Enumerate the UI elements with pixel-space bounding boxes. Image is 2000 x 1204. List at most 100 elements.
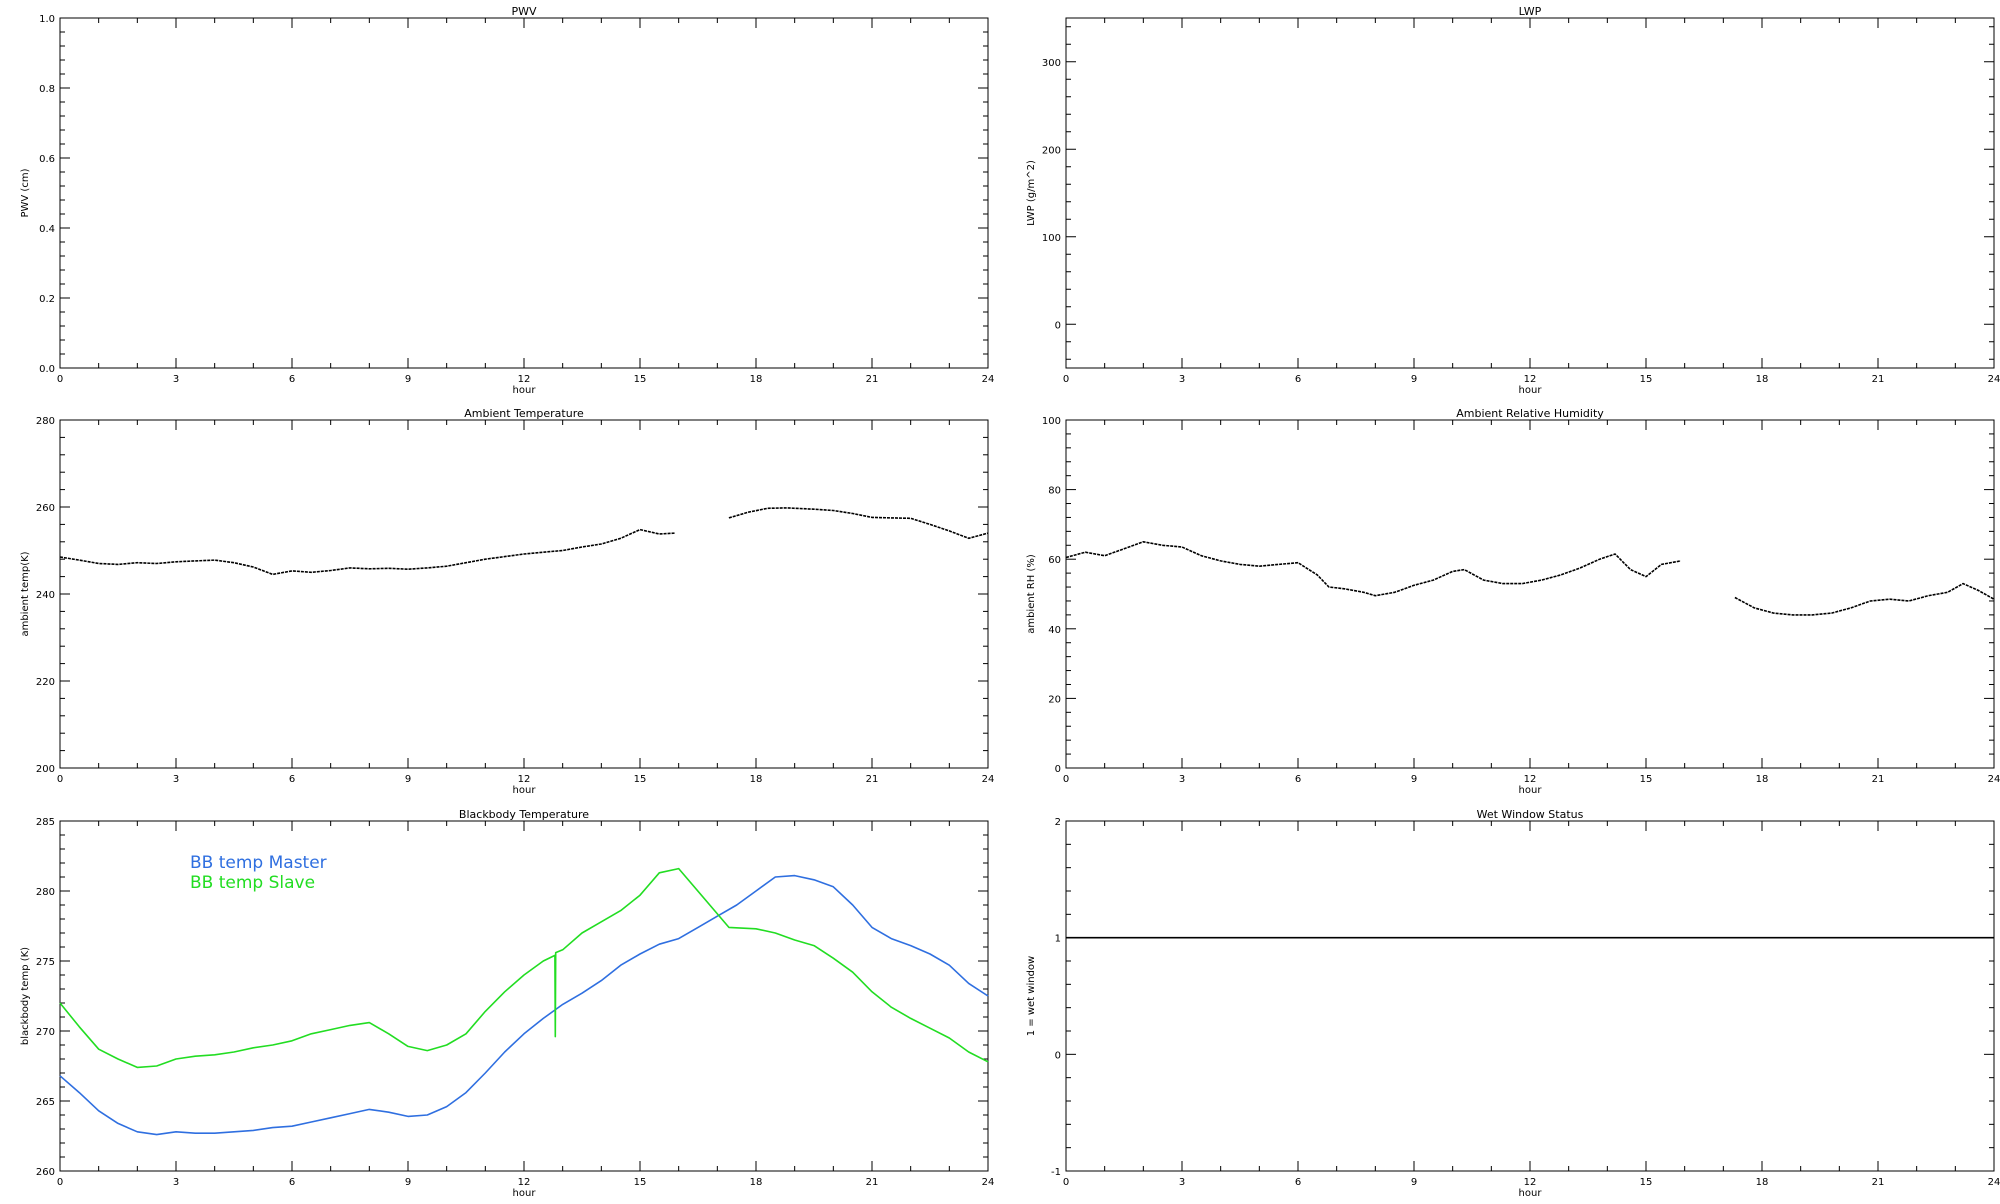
- legend-entry: BB temp Master: [190, 853, 327, 873]
- x-tick-label: 12: [1524, 774, 1537, 785]
- x-tick-label: 6: [289, 1177, 295, 1188]
- x-tick-label: 15: [634, 1177, 647, 1188]
- plot-frame: [1065, 820, 1995, 1172]
- y-tick-label: 200: [1042, 145, 1061, 156]
- series-line-0: [59, 507, 989, 576]
- x-tick-label: 3: [173, 374, 179, 385]
- y-tick-label: 300: [1042, 58, 1061, 69]
- x-tick-label: 6: [1295, 374, 1301, 385]
- x-tick-label: 15: [1640, 774, 1653, 785]
- y-tick-label: 270: [36, 1027, 55, 1038]
- y-tick-label: 285: [36, 817, 55, 828]
- x-tick-label: 18: [750, 774, 763, 785]
- y-tick-label: 0.2: [39, 294, 55, 305]
- panel-rh: 0 3 6 9 12 15 18 21 24 0 20 40 60 80 100 Ambient Relati…: [1026, 407, 2000, 796]
- y-tick-label: 100: [1042, 233, 1061, 244]
- x-tick-label: 21: [866, 1177, 879, 1188]
- x-axis-label: hour: [1519, 385, 1543, 396]
- x-tick-label: 3: [1179, 774, 1185, 785]
- x-tick-label: 12: [518, 1177, 531, 1188]
- x-tick-label: 3: [173, 774, 179, 785]
- y-tick-label: 220: [36, 677, 55, 688]
- x-tick-label: 24: [982, 774, 995, 785]
- plot-frame: [59, 419, 989, 769]
- plot-frame: [59, 17, 989, 369]
- x-tick-label: 0: [1063, 1177, 1069, 1188]
- y-axis-label: LWP (g/m^2): [1026, 160, 1037, 226]
- x-tick-label: 21: [866, 374, 879, 385]
- y-tick-label: 200: [36, 764, 55, 775]
- y-tick-label: 20: [1048, 694, 1061, 705]
- x-tick-label: 9: [405, 774, 411, 785]
- x-tick-label: 21: [1872, 774, 1885, 785]
- y-tick-label: 275: [36, 957, 55, 968]
- x-axis-label: hour: [513, 785, 537, 796]
- x-tick-label: 0: [57, 374, 63, 385]
- x-tick-label: 21: [1872, 374, 1885, 385]
- x-tick-label: 0: [57, 774, 63, 785]
- x-axis-label: hour: [1519, 785, 1543, 796]
- y-tick-label: 1.0: [39, 14, 55, 25]
- legend-entry: BB temp Slave: [190, 873, 315, 893]
- y-tick-label: 0.8: [39, 84, 55, 95]
- y-tick-label: 80: [1048, 486, 1061, 497]
- chart-title: PWV: [511, 5, 537, 18]
- x-tick-label: 6: [289, 374, 295, 385]
- x-tick-label: 18: [1756, 774, 1769, 785]
- y-tick-label: -1: [1051, 1167, 1061, 1178]
- x-tick-label: 9: [405, 1177, 411, 1188]
- x-tick-label: 18: [750, 374, 763, 385]
- x-tick-label: 24: [1988, 1177, 2000, 1188]
- x-tick-label: 6: [1295, 1177, 1301, 1188]
- x-tick-label: 3: [1179, 374, 1185, 385]
- y-axis-label: PWV (cm): [20, 168, 31, 217]
- plot-frame: [1065, 419, 1995, 769]
- y-tick-label: 2: [1055, 817, 1061, 828]
- x-tick-label: 21: [1872, 1177, 1885, 1188]
- series-line-bb-temp-slave: [59, 867, 989, 1069]
- x-tick-label: 6: [289, 774, 295, 785]
- y-tick-label: 0.4: [39, 224, 55, 235]
- series-line-0: [1065, 541, 1995, 616]
- y-tick-label: 1: [1055, 934, 1061, 945]
- y-axis-label: ambient temp(K): [20, 551, 31, 636]
- y-tick-label: 60: [1048, 555, 1061, 566]
- panel-bb: 0 3 6 9 12 15 18 21 24 260 265 270 275 280 285 Blackbod…: [20, 808, 994, 1199]
- chart-title: Ambient Temperature: [464, 407, 584, 420]
- y-tick-label: 0.0: [39, 364, 55, 375]
- x-tick-label: 9: [1411, 374, 1417, 385]
- x-tick-label: 18: [750, 1177, 763, 1188]
- x-tick-label: 0: [1063, 374, 1069, 385]
- x-tick-label: 0: [1063, 774, 1069, 785]
- plot-frame: [1065, 17, 1995, 369]
- y-axis-label: ambient RH (%): [1026, 554, 1037, 634]
- y-tick-label: 0: [1055, 1050, 1061, 1061]
- x-tick-label: 12: [1524, 374, 1537, 385]
- x-axis-label: hour: [513, 385, 537, 396]
- x-axis-label: hour: [513, 1188, 537, 1199]
- x-tick-label: 24: [982, 374, 995, 385]
- x-tick-label: 24: [982, 1177, 995, 1188]
- x-tick-label: 3: [173, 1177, 179, 1188]
- y-tick-label: 40: [1048, 625, 1061, 636]
- x-tick-label: 18: [1756, 374, 1769, 385]
- x-tick-label: 15: [1640, 1177, 1653, 1188]
- y-tick-label: 0: [1055, 764, 1061, 775]
- x-tick-label: 9: [1411, 1177, 1417, 1188]
- y-axis-label: blackbody temp (K): [20, 947, 31, 1045]
- x-tick-label: 12: [518, 374, 531, 385]
- chart-title: Wet Window Status: [1477, 808, 1584, 821]
- x-tick-label: 3: [1179, 1177, 1185, 1188]
- y-tick-label: 280: [36, 416, 55, 427]
- x-tick-label: 12: [1524, 1177, 1537, 1188]
- y-tick-label: 265: [36, 1097, 55, 1108]
- y-tick-label: 280: [36, 887, 55, 898]
- y-tick-label: 0.6: [39, 154, 55, 165]
- chart-title: Ambient Relative Humidity: [1456, 407, 1604, 420]
- y-tick-label: 100: [1042, 416, 1061, 427]
- x-tick-label: 24: [1988, 774, 2000, 785]
- x-tick-label: 9: [405, 374, 411, 385]
- x-tick-label: 18: [1756, 1177, 1769, 1188]
